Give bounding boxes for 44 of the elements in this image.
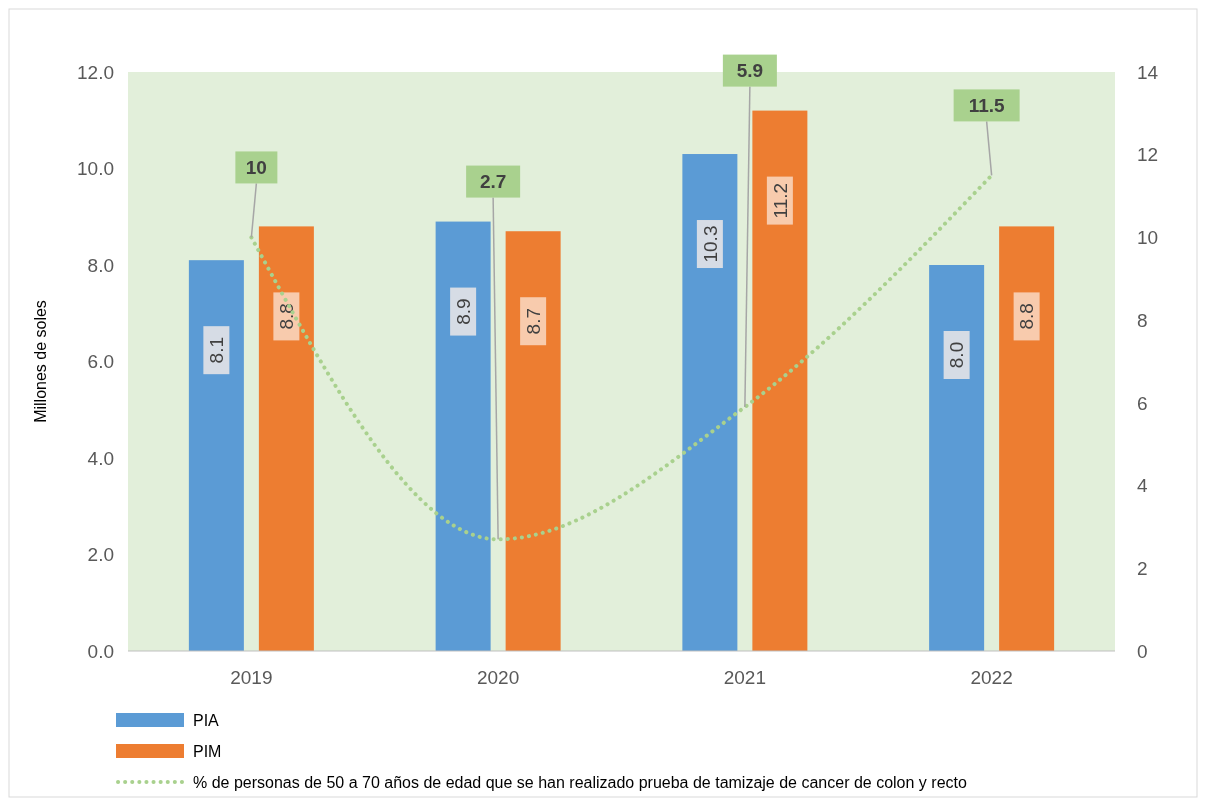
y2-tick-label: 10 — [1137, 227, 1159, 249]
data-label: 8.8 — [276, 303, 298, 330]
data-label: 11.2 — [769, 182, 791, 219]
y2-tick-label: 8 — [1137, 309, 1148, 331]
legend-label: % de personas de 50 a 70 años de edad que se han realizado prueba de tamizaje de cancer de colon y recto — [193, 773, 967, 791]
y-axis-title: Millones de soles — [32, 300, 49, 423]
x-tick-label: 2019 — [230, 667, 273, 688]
y-tick-label: 6.0 — [87, 351, 114, 373]
bar — [505, 231, 561, 651]
y2-tick-label: 0 — [1137, 640, 1148, 662]
y2-tick-label: 4 — [1137, 475, 1148, 497]
y2-tick-label: 6 — [1137, 392, 1148, 414]
bar — [435, 221, 491, 651]
y-tick-label: 12.0 — [77, 61, 114, 83]
bar — [929, 265, 985, 651]
x-tick-label: 2022 — [970, 667, 1013, 688]
x-tick-label: 2021 — [723, 667, 767, 688]
data-label: 10.3 — [699, 225, 721, 263]
data-label: 5.9 — [736, 60, 764, 82]
y-tick-label: 4.0 — [87, 447, 114, 469]
y2-tick-label: 14 — [1137, 61, 1159, 83]
data-label: 8.7 — [522, 308, 544, 335]
bar — [258, 226, 314, 651]
bar — [188, 260, 244, 651]
data-label: 8.9 — [452, 298, 474, 325]
legend-label: PIA — [193, 711, 220, 729]
x-tick-label: 2020 — [476, 667, 520, 688]
y-tick-label: 8.0 — [87, 254, 114, 276]
legend-label: PIM — [193, 742, 222, 760]
y2-tick-label: 2 — [1137, 557, 1148, 579]
y-tick-label: 2.0 — [87, 544, 114, 566]
data-label: 2.7 — [479, 171, 507, 193]
y2-tick-label: 12 — [1137, 144, 1159, 166]
y-tick-label: 0.0 — [87, 640, 114, 662]
bar — [752, 110, 808, 651]
data-label: 11.5 — [968, 95, 1006, 117]
data-label: 8.1 — [206, 336, 228, 364]
bar — [682, 154, 738, 651]
data-label: 10 — [245, 157, 267, 179]
line-series — [249, 173, 994, 542]
data-label: 8.8 — [1016, 303, 1038, 330]
y-tick-label: 10.0 — [77, 158, 114, 180]
data-label: 8.0 — [946, 341, 968, 369]
bar — [999, 226, 1055, 651]
